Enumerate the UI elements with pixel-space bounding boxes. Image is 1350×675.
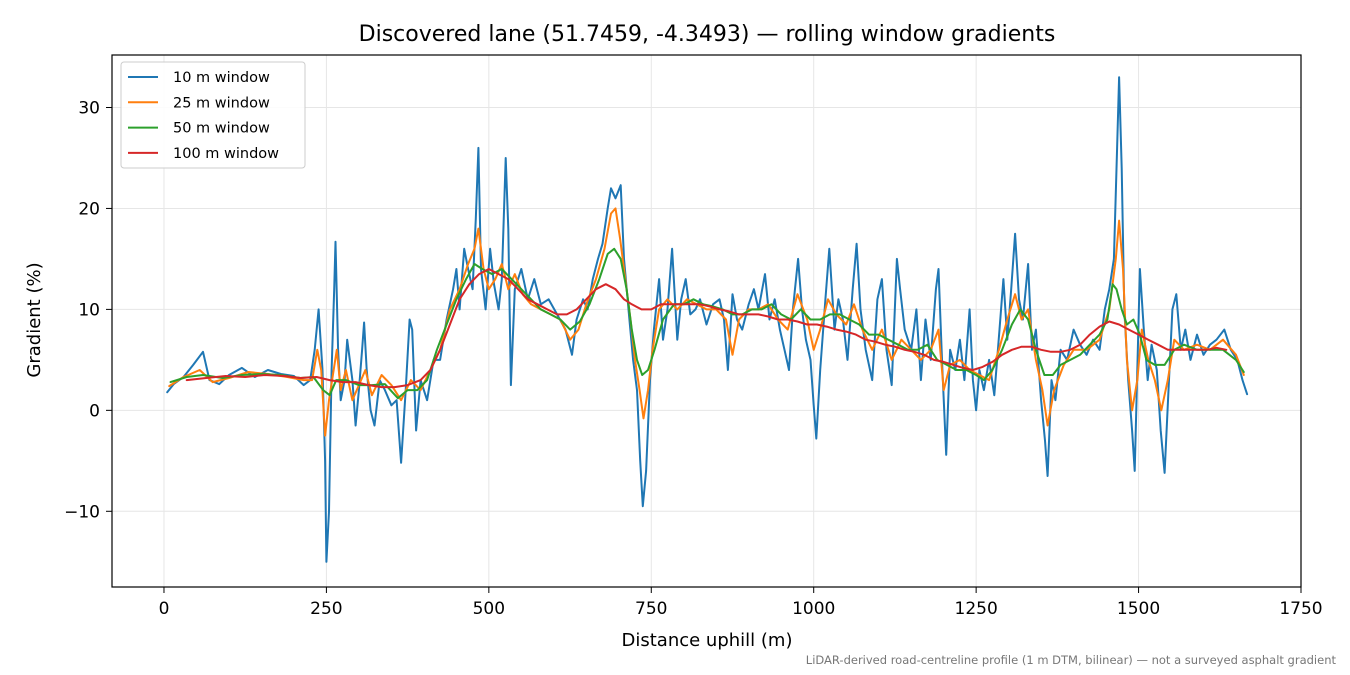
y-tick-label: 0: [89, 401, 100, 421]
legend-label: 10 m window: [173, 70, 270, 86]
x-tick-label: 1750: [1279, 599, 1322, 619]
series-lines: [166, 76, 1249, 563]
legend-label: 100 m window: [173, 146, 279, 162]
y-tick-label: 20: [78, 199, 100, 219]
legend-label: 50 m window: [173, 121, 270, 137]
series-line-4: [185, 268, 1228, 389]
x-tick-label: 750: [635, 599, 667, 619]
x-tick-label: 1500: [1117, 599, 1160, 619]
chart-title: Discovered lane (51.7459, -4.3493) — rol…: [359, 22, 1056, 47]
y-axis-label: Gradient (%): [24, 262, 45, 377]
x-tick-label: 0: [159, 599, 170, 619]
y-tick-label: −10: [64, 502, 100, 522]
grid: [112, 55, 1302, 587]
footnote: LiDAR-derived road-centreline profile (1…: [805, 653, 1336, 667]
x-tick-label: 500: [473, 599, 505, 619]
x-axis: 0 250 500 750 1000 1250 1500 1750: [159, 587, 1323, 619]
legend-label: 25 m window: [173, 95, 270, 111]
x-axis-label: Distance uphill (m): [622, 630, 793, 651]
legend: 10 m window 25 m window 50 m window 100 m w…: [120, 61, 306, 169]
legend-box: [120, 61, 306, 169]
x-tick-label: 250: [310, 599, 342, 619]
plot-frame: [111, 54, 1302, 588]
series-line-1: [166, 76, 1249, 563]
x-tick-label: 1250: [955, 599, 998, 619]
y-axis: −10 0 10 20 30: [64, 98, 112, 522]
y-tick-label: 30: [78, 98, 100, 118]
x-tick-label: 1000: [792, 599, 835, 619]
y-tick-label: 10: [78, 300, 100, 320]
